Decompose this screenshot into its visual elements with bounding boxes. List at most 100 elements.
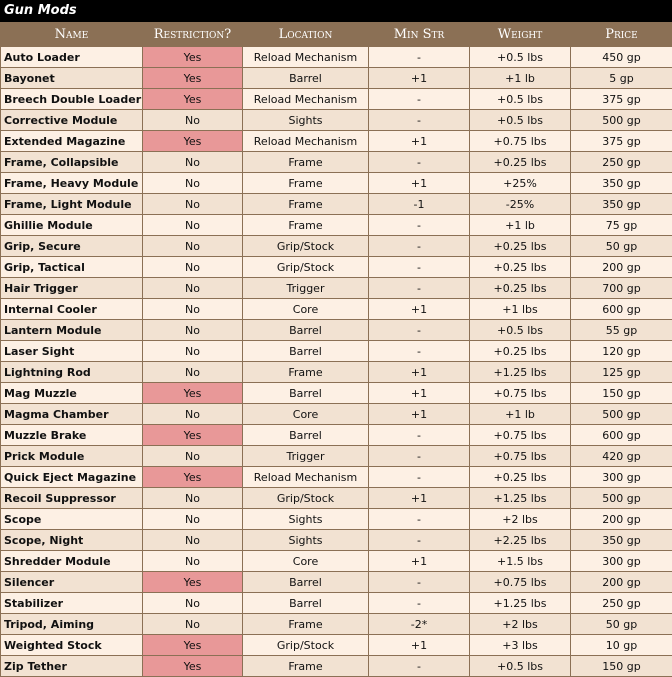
min-str-cell: +1: [369, 551, 470, 572]
weight-cell: +1.25 lbs: [470, 593, 571, 614]
restriction-cell: Yes: [143, 467, 243, 488]
restriction-cell: Yes: [143, 635, 243, 656]
restriction-cell: No: [143, 509, 243, 530]
restriction-cell: No: [143, 488, 243, 509]
location-cell: Frame: [243, 173, 369, 194]
weight-cell: +1 lbs: [470, 299, 571, 320]
column-header-weight: Weight: [470, 23, 571, 47]
weight-cell: +0.75 lbs: [470, 383, 571, 404]
restriction-cell: No: [143, 341, 243, 362]
location-cell: Core: [243, 551, 369, 572]
location-cell: Frame: [243, 152, 369, 173]
location-cell: Sights: [243, 509, 369, 530]
name-cell: Breech Double Loader: [1, 89, 143, 110]
price-cell: 75 gp: [571, 215, 672, 236]
column-header-min-str: Min Str: [369, 23, 470, 47]
name-cell: Magma Chamber: [1, 404, 143, 425]
name-cell: Bayonet: [1, 68, 143, 89]
weight-cell: +0.5 lbs: [470, 89, 571, 110]
location-cell: Frame: [243, 194, 369, 215]
location-cell: Core: [243, 404, 369, 425]
name-cell: Frame, Light Module: [1, 194, 143, 215]
restriction-cell: Yes: [143, 89, 243, 110]
name-cell: Scope: [1, 509, 143, 530]
table-title: Gun Mods: [0, 0, 672, 22]
price-cell: 5 gp: [571, 68, 672, 89]
restriction-cell: No: [143, 110, 243, 131]
name-cell: Hair Trigger: [1, 278, 143, 299]
price-cell: 350 gp: [571, 194, 672, 215]
name-cell: Frame, Collapsible: [1, 152, 143, 173]
column-header-name: Name: [1, 23, 143, 47]
name-cell: Weighted Stock: [1, 635, 143, 656]
weight-cell: +1.25 lbs: [470, 488, 571, 509]
weight-cell: +0.75 lbs: [470, 446, 571, 467]
weight-cell: +0.25 lbs: [470, 467, 571, 488]
min-str-cell: -: [369, 152, 470, 173]
location-cell: Reload Mechanism: [243, 47, 369, 68]
price-cell: 500 gp: [571, 110, 672, 131]
weight-cell: +2 lbs: [470, 509, 571, 530]
price-cell: 200 gp: [571, 572, 672, 593]
name-cell: Quick Eject Magazine: [1, 467, 143, 488]
restriction-cell: No: [143, 173, 243, 194]
column-header-restriction: Restriction?: [143, 23, 243, 47]
weight-cell: +1.25 lbs: [470, 362, 571, 383]
restriction-cell: No: [143, 593, 243, 614]
price-cell: 500 gp: [571, 488, 672, 509]
min-str-cell: -: [369, 278, 470, 299]
weight-cell: +1 lb: [470, 68, 571, 89]
min-str-cell: -: [369, 509, 470, 530]
price-cell: 125 gp: [571, 362, 672, 383]
min-str-cell: +1: [369, 362, 470, 383]
min-str-cell: -: [369, 341, 470, 362]
min-str-cell: +1: [369, 173, 470, 194]
min-str-cell: +1: [369, 299, 470, 320]
location-cell: Reload Mechanism: [243, 89, 369, 110]
restriction-cell: No: [143, 215, 243, 236]
location-cell: Trigger: [243, 278, 369, 299]
location-cell: Grip/Stock: [243, 635, 369, 656]
price-cell: 600 gp: [571, 299, 672, 320]
weight-cell: +0.75 lbs: [470, 572, 571, 593]
restriction-cell: Yes: [143, 383, 243, 404]
min-str-cell: +1: [369, 131, 470, 152]
price-cell: 200 gp: [571, 257, 672, 278]
name-cell: Grip, Secure: [1, 236, 143, 257]
min-str-cell: -: [369, 89, 470, 110]
name-cell: Shredder Module: [1, 551, 143, 572]
restriction-cell: Yes: [143, 572, 243, 593]
location-cell: Reload Mechanism: [243, 467, 369, 488]
weight-cell: +0.25 lbs: [470, 236, 571, 257]
restriction-cell: Yes: [143, 68, 243, 89]
price-cell: 300 gp: [571, 551, 672, 572]
name-cell: Recoil Suppressor: [1, 488, 143, 509]
column-header-location: Location: [243, 23, 369, 47]
min-str-cell: -: [369, 110, 470, 131]
location-cell: Barrel: [243, 572, 369, 593]
location-cell: Barrel: [243, 593, 369, 614]
name-cell: Frame, Heavy Module: [1, 173, 143, 194]
header-row: Name Restriction? Location Min Str Weigh…: [1, 23, 672, 47]
location-cell: Core: [243, 299, 369, 320]
location-cell: Barrel: [243, 341, 369, 362]
min-str-cell: -: [369, 530, 470, 551]
name-cell: Stabilizer: [1, 593, 143, 614]
weight-cell: +1 lb: [470, 404, 571, 425]
price-cell: 300 gp: [571, 467, 672, 488]
